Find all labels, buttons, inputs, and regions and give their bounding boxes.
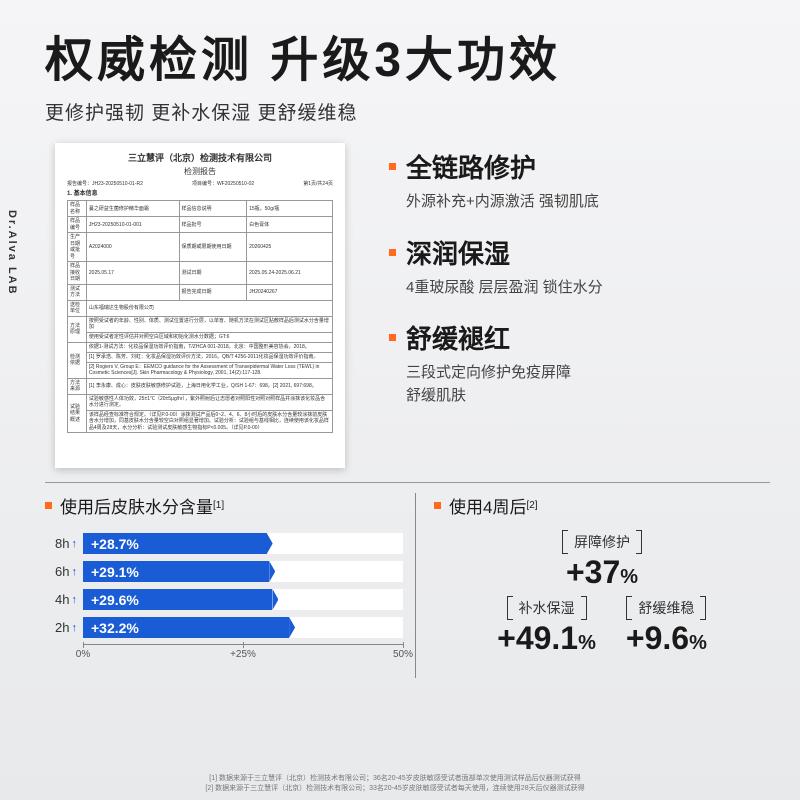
arrow-up-icon: ↑ bbox=[72, 538, 78, 550]
benefit-title: 深润保湿 bbox=[389, 234, 770, 271]
report-table: 样品名称蔓之研益生菌修护精华面霜样品信息说明15瓶，50g/瓶 样品编号JH23… bbox=[67, 200, 333, 433]
report-company: 三立慧评（北京）检测技术有限公司 bbox=[67, 153, 333, 165]
axis-label: 0% bbox=[76, 649, 90, 660]
result-value: +37% bbox=[566, 556, 638, 588]
report-section: 1. 基本信息 bbox=[67, 191, 333, 199]
subtitle: 更修护强韧 更补水保湿 更舒缓维稳 bbox=[45, 98, 770, 125]
result-label: 补水保湿 bbox=[511, 598, 583, 618]
bar-label: 4h↑ bbox=[45, 592, 77, 607]
benefit-desc: 外源补充+内源激活 强韧肌底 bbox=[389, 191, 770, 214]
result-item: 补水保湿 +49.1% bbox=[497, 598, 596, 654]
bar-value: +28.7% bbox=[83, 536, 139, 552]
result-item: 舒缓维稳 +9.6% bbox=[626, 598, 707, 654]
result-value: +49.1% bbox=[497, 622, 596, 654]
benefit-title: 全链路修护 bbox=[389, 148, 770, 185]
bar-value: +29.1% bbox=[83, 564, 139, 580]
bar-label: 6h↑ bbox=[45, 564, 77, 579]
report-meta-right: 第1页/共24页 bbox=[303, 181, 333, 188]
result-item: 屏障修护 +37% bbox=[566, 532, 638, 588]
test-report-document: 三立慧评（北京）检测技术有限公司 检测报告 报告编号：JH23-20250510… bbox=[55, 143, 345, 468]
axis-label: 50% bbox=[393, 649, 413, 660]
section-divider bbox=[45, 482, 770, 483]
benefits-list: 全链路修护外源补充+内源激活 强韧肌底深润保湿 4重玻尿酸 层层盈润 锁住水分舒缓… bbox=[385, 143, 770, 468]
marker-icon bbox=[434, 502, 441, 509]
marker-icon bbox=[389, 334, 396, 341]
marker-icon bbox=[389, 249, 396, 256]
results-grid: 屏障修护 +37% 补水保湿 +49.1% 舒缓维稳 +9.6% bbox=[434, 532, 770, 654]
results-title: 使用4周后[2] bbox=[434, 493, 770, 518]
result-label: 舒缓维稳 bbox=[630, 598, 702, 618]
bar-label: 2h↑ bbox=[45, 620, 77, 635]
arrow-up-icon: ↑ bbox=[72, 594, 78, 606]
moisture-bar-chart: 8h↑ +28.7% 6h↑ +29.1% 4h↑ +29.6% 2h↑ +32.2% 0% +2… bbox=[45, 532, 403, 678]
benefit-desc: 三段式定向修护免疫屏障舒缓肌肤 bbox=[389, 362, 770, 407]
result-value: +9.6% bbox=[626, 622, 707, 654]
bar-label: 8h↑ bbox=[45, 536, 77, 551]
report-heading: 检测报告 bbox=[67, 167, 333, 177]
footnotes: [1] 数据来源于三立慧评（北京）检测技术有限公司；36名20-45岁皮肤敏感受… bbox=[30, 774, 760, 794]
axis-label: +25% bbox=[230, 649, 256, 660]
benefit-desc: 4重玻尿酸 层层盈润 锁住水分 bbox=[389, 277, 770, 300]
brand-label: Dr.Alva LAB bbox=[6, 210, 18, 296]
chart-title: 使用后皮肤水分含量[1] bbox=[45, 493, 403, 518]
arrow-up-icon: ↑ bbox=[72, 622, 78, 634]
bar-value: +29.6% bbox=[83, 592, 139, 608]
report-meta-mid: 项目编号：WF20250510-02 bbox=[192, 181, 254, 188]
main-title: 权威检测 升级3大功效 bbox=[45, 20, 770, 90]
marker-icon bbox=[45, 502, 52, 509]
bar-value: +32.2% bbox=[83, 620, 139, 636]
result-label: 屏障修护 bbox=[566, 532, 638, 552]
benefit-title: 舒缓褪红 bbox=[389, 319, 770, 356]
report-meta-left: 报告编号：JH23-20250510-01-R2 bbox=[67, 181, 143, 188]
arrow-up-icon: ↑ bbox=[72, 566, 78, 578]
marker-icon bbox=[389, 163, 396, 170]
